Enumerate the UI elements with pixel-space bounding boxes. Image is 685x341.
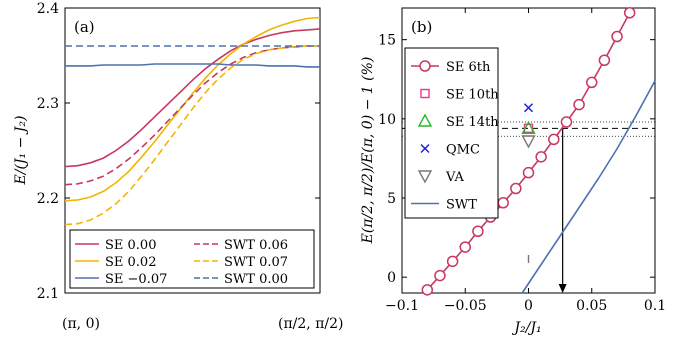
panel-b-ylabel: E(π/2, π/2)/E(π, 0) − 1 (%) xyxy=(360,57,376,245)
panel-b: (b) 0 5 10 15 −0.1 −0.05 0 0.05 0.1 J₂/J₁ E(π/2… xyxy=(360,7,666,336)
x-tick-label: −0.1 xyxy=(385,298,419,314)
data-point-se-14th xyxy=(521,120,536,135)
panel-b-label: (b) xyxy=(411,18,432,36)
x-tick-label: 0 xyxy=(524,298,533,314)
y-tick-label: 0 xyxy=(387,270,396,286)
series-line-swt-0-07 xyxy=(64,45,320,226)
data-point-se-6th xyxy=(623,7,636,19)
y-tick-label: 2.4 xyxy=(37,1,59,17)
marker-stroke xyxy=(523,103,534,113)
data-point-se-6th xyxy=(586,76,598,89)
legend-label: SE 14th xyxy=(446,115,499,130)
legend-swatch-marker xyxy=(420,143,430,154)
data-point-se-6th xyxy=(548,133,560,146)
y-tick-label: 2.2 xyxy=(37,191,59,207)
panel-b-series xyxy=(421,7,656,296)
data-point-qmc xyxy=(523,103,534,113)
data-point-se-6th xyxy=(497,197,509,209)
legend-swatch-marker xyxy=(419,60,431,72)
legend-label: SWT 0.06 xyxy=(224,238,288,253)
legend-label: VA xyxy=(445,170,465,185)
data-point-se-6th xyxy=(459,241,471,253)
y-tick-label: 2.3 xyxy=(37,96,59,112)
panel-a-legend: SE 0.00 SE 0.02 SE −0.07 SWT 0.06 SWT 0.07 SW… xyxy=(69,229,315,289)
data-point-se-6th xyxy=(573,98,585,111)
panel-b-y-ticks: 0 5 10 15 xyxy=(378,33,655,286)
panel-b-x-ticks: −0.1 −0.05 0 0.05 0.1 xyxy=(385,8,666,314)
legend-swatch-marker xyxy=(420,88,430,99)
data-point-se-6th xyxy=(611,30,623,43)
data-point-se-6th xyxy=(472,225,484,237)
marker-stroke xyxy=(420,143,430,154)
legend-label: SE 10th xyxy=(446,88,499,103)
panel-b-legend: SE 6th SE 10th SE 14th QMC VA SWT xyxy=(404,47,499,219)
legend-swatch-marker xyxy=(417,113,433,127)
series-line-se-0-07 xyxy=(65,63,320,68)
legend-label: SWT 0.00 xyxy=(224,272,288,287)
series-line-swt xyxy=(521,80,656,294)
panel-a-xtick-left: (π, 0) xyxy=(62,316,100,332)
data-point-se-6th xyxy=(522,166,535,179)
legend-label: SE −0.07 xyxy=(105,272,167,287)
data-point-se-6th xyxy=(421,284,434,296)
legend-label: SWT xyxy=(446,198,477,213)
panel-b-xlabel: J₂/J₁ xyxy=(511,320,541,336)
panel-a-series xyxy=(64,16,321,226)
x-tick-label: 0.1 xyxy=(644,298,666,314)
panel-a-legend-box xyxy=(69,229,315,289)
y-tick-label: 2.1 xyxy=(37,286,59,302)
panel-a-frame xyxy=(64,7,321,294)
legend-label: SE 0.00 xyxy=(105,238,156,253)
panel-a-label: (a) xyxy=(74,18,95,36)
panel-b-legend-box xyxy=(404,47,499,219)
legend-label: SWT 0.07 xyxy=(224,255,288,270)
data-point-se-6th xyxy=(446,255,459,268)
series-line-se-0-00 xyxy=(64,28,321,168)
legend-label: SE 6th xyxy=(446,60,491,75)
x-tick-label: −0.05 xyxy=(444,298,487,314)
panel-a-ylabel: E/(J₁ − J₂) xyxy=(13,116,29,186)
y-tick-label: 5 xyxy=(387,191,396,207)
data-point-se-6th xyxy=(535,151,547,163)
data-point-se-6th xyxy=(560,116,573,128)
data-point-se-6th xyxy=(434,269,446,282)
series-line-se-0-02 xyxy=(64,16,321,202)
legend-label: QMC xyxy=(446,143,480,158)
panel-a-xtick-right: (π/2, π/2) xyxy=(278,316,343,332)
legend-swatch-marker xyxy=(417,170,433,184)
series-line-swt-0-06 xyxy=(64,45,320,186)
x-tick-label: 0.05 xyxy=(576,298,607,314)
arrow-head xyxy=(558,284,567,293)
y-tick-label: 15 xyxy=(378,33,396,49)
data-point-va xyxy=(521,135,536,149)
y-tick-label: 10 xyxy=(378,112,396,128)
legend-label: SE 0.02 xyxy=(105,255,156,270)
data-point-se-6th xyxy=(510,182,522,195)
panel-a-y-ticks: 2.1 2.2 2.3 2.4 xyxy=(37,1,320,302)
panel-a: (a) 2.1 2.2 2.3 2.4 (π, 0) (π/2, π/2) E/(J₁… xyxy=(13,1,343,332)
data-point-se-6th xyxy=(598,54,611,66)
